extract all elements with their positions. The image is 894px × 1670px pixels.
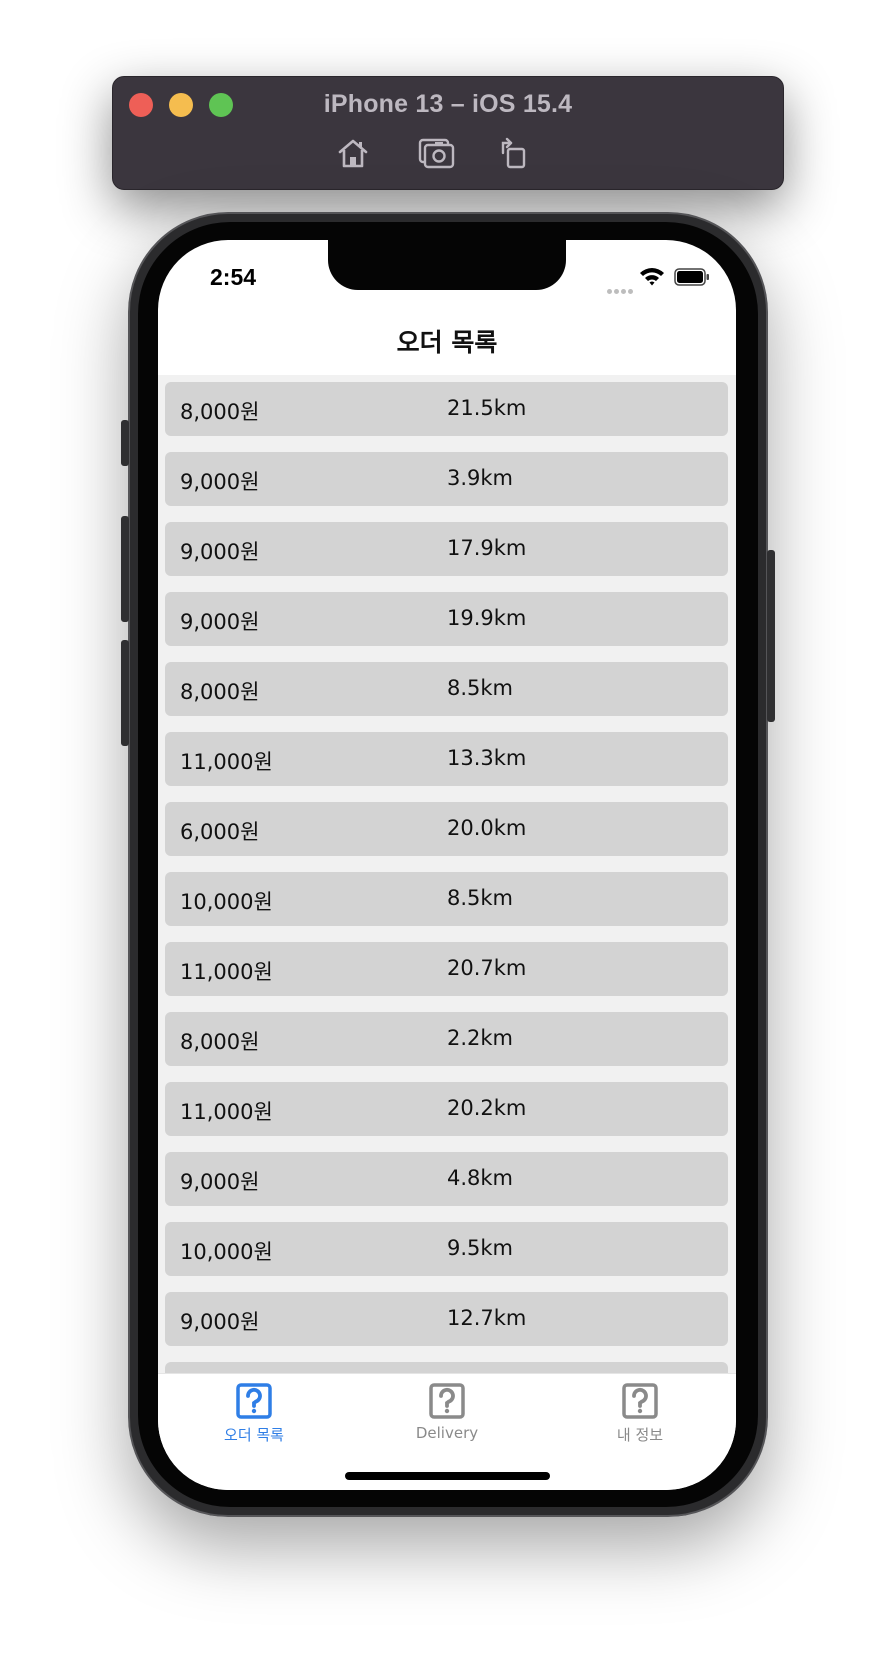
order-distance: 9.5km bbox=[447, 1236, 514, 1260]
rotate-icon bbox=[501, 137, 526, 169]
order-distance: 21.5km bbox=[447, 396, 527, 420]
question-mark-icon bbox=[429, 1383, 465, 1419]
wifi-icon bbox=[640, 268, 664, 286]
order-distance: 8.5km bbox=[447, 676, 514, 700]
tab-order-list-label: 오더 목록 bbox=[224, 1426, 284, 1444]
battery-icon bbox=[674, 268, 709, 286]
order-row[interactable]: 9,000원 19.9km bbox=[165, 592, 728, 646]
order-row[interactable]: 11,000원 20.2km bbox=[165, 1082, 728, 1136]
order-price: 9,000원 bbox=[180, 1170, 260, 1194]
order-row[interactable]: 9,000원 3.9km bbox=[165, 452, 728, 506]
zoom-window-button[interactable] bbox=[209, 93, 233, 117]
order-price: 8,000원 bbox=[180, 1030, 260, 1054]
navigation-bar: 오더 목록 bbox=[158, 315, 736, 365]
order-distance: 20.7km bbox=[447, 956, 527, 980]
order-price: 10,000원 bbox=[180, 1240, 273, 1264]
order-row[interactable]: 9,000원 4.8km bbox=[165, 1152, 728, 1206]
home-icon bbox=[338, 139, 368, 168]
status-time: 2:54 bbox=[210, 264, 257, 290]
order-row[interactable]: 11,000원 20.7km bbox=[165, 942, 728, 996]
order-price: 9,000원 bbox=[180, 540, 260, 564]
order-distance: 13.3km bbox=[447, 746, 527, 770]
order-distance: 20.0km bbox=[447, 816, 527, 840]
cellular-signal-icon bbox=[607, 281, 635, 294]
tab-bar: 오더 목록 Delivery 내 정보 bbox=[158, 1373, 736, 1490]
order-row[interactable]: 8,000원 21.5km bbox=[165, 382, 728, 436]
tab-my-info[interactable]: 내 정보 bbox=[544, 1382, 736, 1452]
order-price: 11,000원 bbox=[180, 960, 273, 984]
question-mark-icon bbox=[622, 1383, 658, 1419]
order-price: 9,000원 bbox=[180, 1310, 260, 1334]
volume-down-button bbox=[121, 640, 129, 746]
order-price: 11,000원 bbox=[180, 1100, 273, 1124]
order-distance: 4.8km bbox=[447, 1166, 514, 1190]
home-button[interactable] bbox=[335, 135, 371, 171]
order-distance: 2.2km bbox=[447, 1026, 514, 1050]
order-row[interactable]: 8,000원 2.2km bbox=[165, 1012, 728, 1066]
tab-my-info-label: 내 정보 bbox=[616, 1426, 664, 1444]
order-row[interactable]: 9,000원 17.9km bbox=[165, 522, 728, 576]
order-row[interactable]: 11,000원 13.3km bbox=[165, 732, 728, 786]
order-distance: 12.7km bbox=[447, 1306, 527, 1330]
mute-switch bbox=[121, 420, 129, 466]
phone-screen: 2:54 오더 목록 8,000원 21.5km 9,000원 3.9km 9,000원… bbox=[158, 240, 736, 1490]
order-distance: 19.9km bbox=[447, 606, 527, 630]
order-distance: 20.2km bbox=[447, 1096, 527, 1120]
order-row[interactable]: 10,000원 8.5km bbox=[165, 872, 728, 926]
power-button bbox=[767, 550, 775, 722]
tab-order-list[interactable]: 오더 목록 bbox=[158, 1382, 350, 1452]
screenshot-icon bbox=[418, 138, 455, 169]
order-row[interactable]: 9,000원 12.7km bbox=[165, 1292, 728, 1346]
rotate-button[interactable] bbox=[495, 135, 531, 171]
order-distance: 3.9km bbox=[447, 466, 514, 490]
order-price: 9,000원 bbox=[180, 610, 260, 634]
order-list[interactable]: 8,000원 21.5km 9,000원 3.9km 9,000원 17.9km 9,000… bbox=[158, 375, 736, 1373]
order-distance: 8.5km bbox=[447, 886, 514, 910]
order-price: 6,000원 bbox=[180, 820, 260, 844]
simulator-window-bar: iPhone 13 – iOS 15.4 bbox=[112, 76, 784, 190]
volume-up-button bbox=[121, 516, 129, 622]
close-window-button[interactable] bbox=[129, 93, 153, 117]
order-price: 8,000원 bbox=[180, 400, 260, 424]
order-distance: 17.9km bbox=[447, 536, 527, 560]
page-title: 오더 목록 bbox=[396, 328, 498, 357]
screenshot-button[interactable] bbox=[417, 135, 457, 171]
order-row[interactable]: 10,000원 9.5km bbox=[165, 1222, 728, 1276]
tab-delivery-label: Delivery bbox=[415, 1424, 479, 1442]
simulator-toolbar bbox=[113, 135, 783, 171]
question-mark-icon bbox=[236, 1383, 272, 1419]
order-price: 11,000원 bbox=[180, 750, 273, 774]
simulator-title: iPhone 13 – iOS 15.4 bbox=[323, 90, 573, 118]
order-price: 10,000원 bbox=[180, 890, 273, 914]
minimize-window-button[interactable] bbox=[169, 93, 193, 117]
tab-delivery[interactable]: Delivery bbox=[351, 1382, 543, 1452]
order-price: 8,000원 bbox=[180, 680, 260, 704]
notch bbox=[328, 240, 566, 290]
order-row[interactable]: 8,000원 8.5km bbox=[165, 662, 728, 716]
home-indicator bbox=[345, 1472, 550, 1480]
order-row[interactable]: 6,000원 20.0km bbox=[165, 802, 728, 856]
order-row[interactable] bbox=[165, 1362, 728, 1373]
order-price: 9,000원 bbox=[180, 470, 260, 494]
